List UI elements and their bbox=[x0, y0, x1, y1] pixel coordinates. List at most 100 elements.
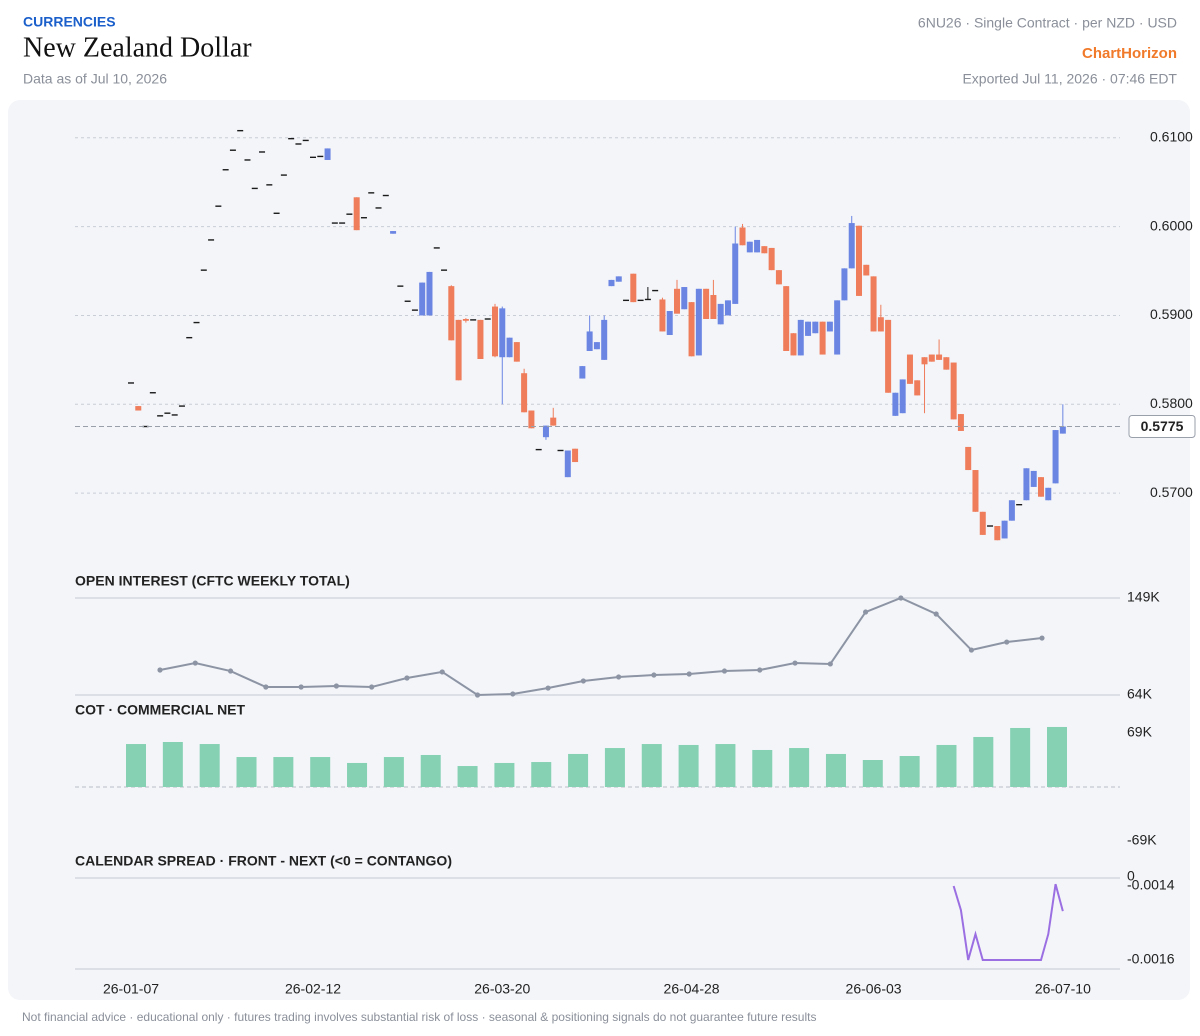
last-price-label: 0.5775 bbox=[1141, 418, 1184, 434]
bar bbox=[494, 762, 515, 787]
candle-body bbox=[790, 333, 797, 356]
candle-body bbox=[586, 331, 593, 351]
candle-body bbox=[841, 268, 848, 301]
bar bbox=[752, 749, 773, 787]
bar bbox=[678, 744, 699, 787]
candle-body bbox=[492, 306, 498, 357]
bar bbox=[162, 742, 183, 787]
point bbox=[792, 660, 798, 666]
bar bbox=[789, 748, 810, 787]
candle-body bbox=[390, 231, 397, 234]
candle-body bbox=[834, 300, 841, 355]
candle-body bbox=[710, 295, 717, 320]
bar bbox=[457, 766, 478, 787]
as-of: Data as of Jul 10, 2026 bbox=[23, 71, 167, 87]
candle-body bbox=[826, 321, 833, 332]
y-tick-label: 0.5800 bbox=[1150, 395, 1193, 411]
candle-body bbox=[979, 511, 986, 535]
bar bbox=[420, 754, 441, 787]
y-tick-label: 0.5700 bbox=[1150, 484, 1193, 500]
candle-body bbox=[1052, 430, 1059, 484]
candle-body bbox=[601, 319, 608, 360]
bar bbox=[936, 744, 957, 787]
candle-body bbox=[994, 526, 1001, 541]
point bbox=[192, 660, 198, 666]
candle-body bbox=[542, 425, 549, 438]
point bbox=[686, 671, 692, 677]
point bbox=[545, 685, 551, 691]
point bbox=[157, 667, 163, 673]
candle-body bbox=[899, 379, 906, 414]
y-tick-label: 0.6100 bbox=[1150, 128, 1193, 144]
candle-body bbox=[477, 319, 484, 359]
point bbox=[651, 672, 657, 678]
candle-body bbox=[455, 319, 462, 381]
candle-body bbox=[957, 414, 964, 431]
candle-body bbox=[324, 148, 331, 160]
y-tick-label: 0.5900 bbox=[1150, 306, 1193, 322]
bar bbox=[604, 748, 625, 787]
bar bbox=[568, 753, 589, 787]
bar bbox=[641, 744, 662, 787]
candle-body bbox=[943, 357, 950, 370]
zero-tick-label: 0 bbox=[1127, 868, 1135, 884]
candle-body bbox=[732, 243, 739, 304]
candle-body bbox=[717, 303, 724, 325]
candle-body bbox=[936, 354, 943, 360]
candle-body bbox=[1023, 468, 1030, 501]
point bbox=[968, 647, 975, 653]
line bbox=[159, 596, 1043, 697]
y-tick-label: 149K bbox=[1127, 589, 1160, 605]
candle-body bbox=[950, 362, 957, 420]
point bbox=[863, 609, 869, 615]
candle-body bbox=[572, 448, 579, 463]
point bbox=[721, 668, 728, 674]
x-tick-label: 26-06-03 bbox=[846, 981, 902, 997]
candle-body bbox=[848, 223, 855, 269]
y-tick-label: 69K bbox=[1127, 724, 1153, 740]
point bbox=[757, 667, 763, 673]
candle-body bbox=[1001, 520, 1008, 539]
candle-body bbox=[513, 342, 520, 362]
bar bbox=[126, 744, 146, 787]
candle-body bbox=[768, 247, 775, 271]
candle-body bbox=[856, 225, 862, 296]
candle-body bbox=[805, 321, 812, 336]
y-tick-label: -69K bbox=[1127, 832, 1157, 848]
candle-body bbox=[135, 406, 142, 411]
point bbox=[898, 595, 904, 601]
candle-body bbox=[499, 308, 506, 358]
candle-body bbox=[564, 450, 571, 478]
point bbox=[580, 678, 586, 684]
candle-body bbox=[608, 279, 615, 287]
candle-body bbox=[521, 373, 528, 413]
last-price-box bbox=[1128, 415, 1196, 439]
bar bbox=[236, 757, 257, 787]
bar bbox=[273, 757, 294, 787]
panel-title: CALENDAR SPREAD · FRONT - NEXT (<0 = CON… bbox=[75, 853, 452, 869]
candle-body bbox=[630, 273, 637, 303]
candle-body bbox=[797, 319, 804, 356]
bar bbox=[347, 762, 368, 787]
candle-body bbox=[426, 271, 433, 316]
candle-body bbox=[761, 246, 768, 254]
x-tick-label: 26-04-28 bbox=[664, 981, 720, 997]
candle-body bbox=[914, 380, 921, 396]
candle-body bbox=[448, 286, 455, 341]
candle-body bbox=[928, 354, 935, 362]
bar bbox=[199, 744, 220, 787]
candle-body bbox=[688, 302, 695, 357]
point bbox=[1039, 635, 1045, 641]
line bbox=[952, 883, 1064, 961]
candle-body bbox=[965, 446, 972, 471]
bar bbox=[531, 762, 552, 787]
panel-background bbox=[8, 100, 1190, 1000]
point bbox=[933, 611, 939, 617]
candle-body bbox=[506, 337, 513, 358]
panel-title: OPEN INTEREST (CFTC WEEKLY TOTAL) bbox=[75, 573, 350, 589]
bar bbox=[825, 753, 846, 787]
point bbox=[510, 691, 516, 697]
candle-body bbox=[666, 311, 673, 335]
candle-body bbox=[1030, 470, 1037, 487]
